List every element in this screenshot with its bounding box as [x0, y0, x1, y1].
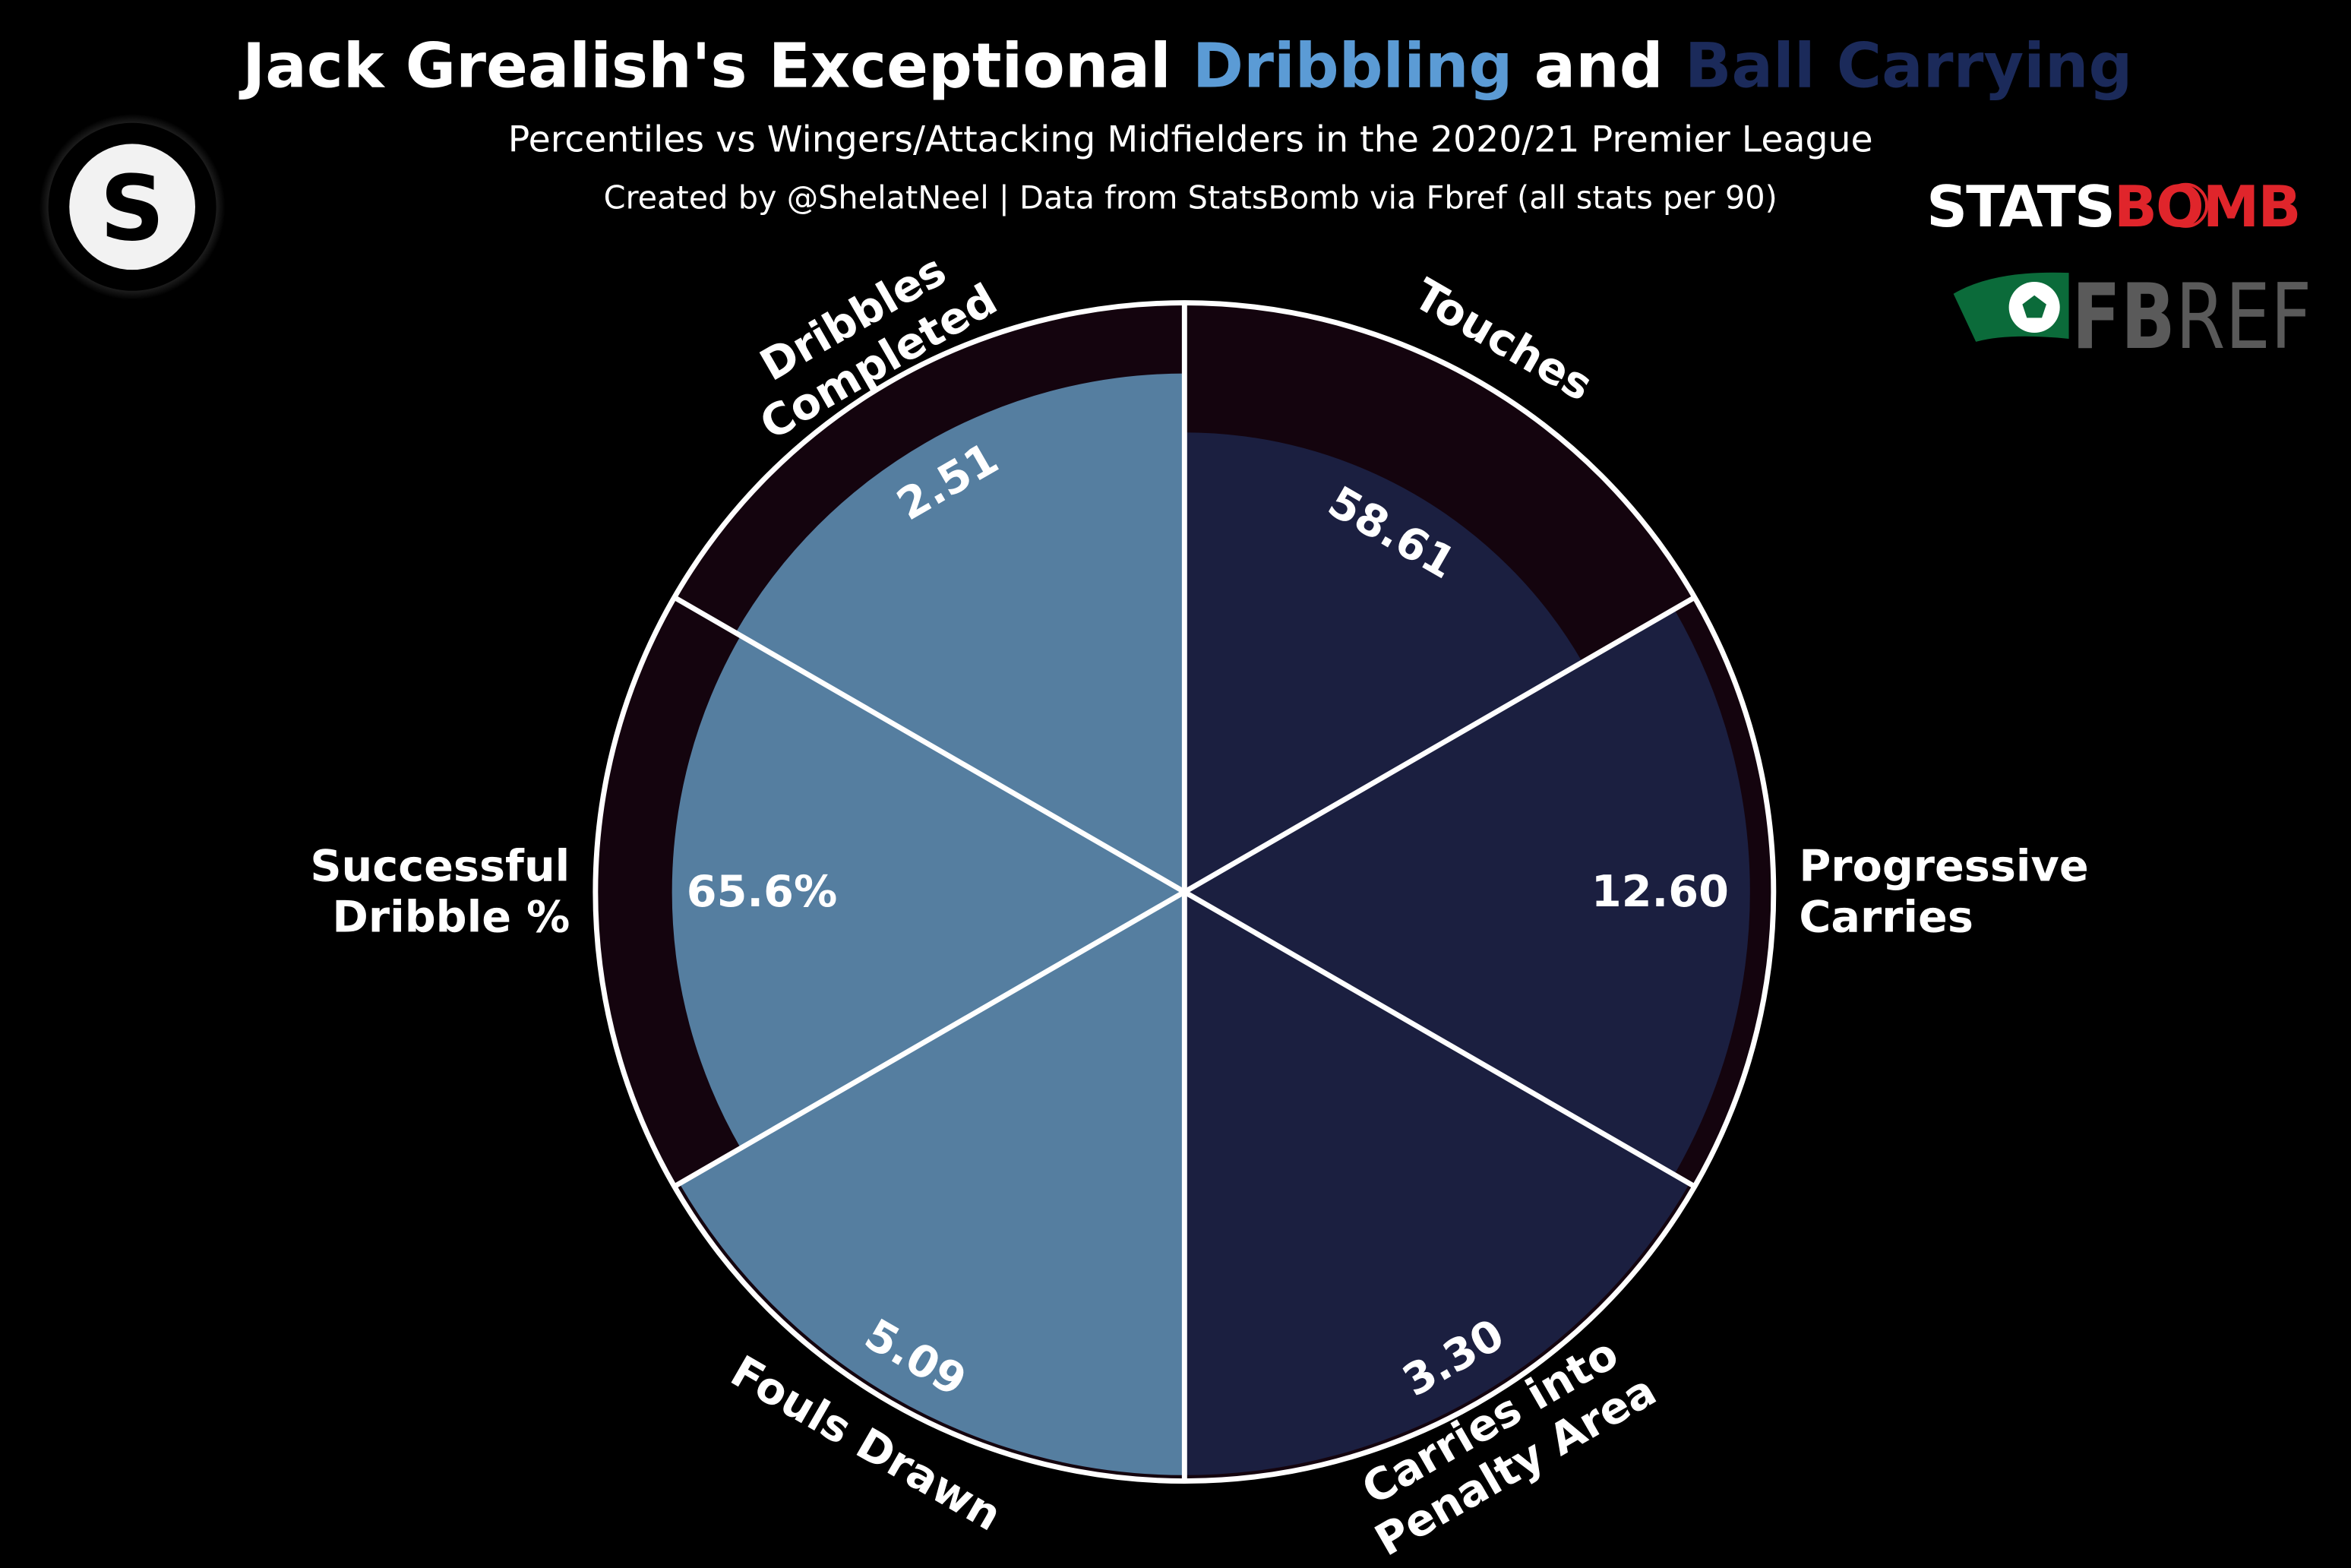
slice-bar	[1184, 892, 1690, 1475]
svg-text:FBREF: FBREF	[2071, 264, 2312, 369]
slice-divider	[673, 890, 1187, 1189]
slice-bar	[735, 373, 1185, 893]
author-logo: S	[39, 113, 226, 300]
svg-text:STATSBOMB: STATSBOMB	[1926, 173, 2300, 240]
title-part-1: Jack Grealish's Exceptional	[239, 30, 1193, 102]
title-ball-carrying: Ball Carrying	[1685, 30, 2133, 102]
slice-divider	[1183, 595, 1696, 895]
statsbomb-target-icon	[2163, 182, 2209, 228]
statsbomb-logo: STATSBOMB	[1926, 173, 2301, 240]
fbref-ref: REF	[2176, 264, 2312, 369]
slice-bar	[679, 892, 1185, 1475]
title-dribbling: Dribbling	[1193, 30, 1513, 102]
chart-title: Jack Grealish's Exceptional Dribbling an…	[239, 30, 2132, 102]
slice-bar	[671, 635, 1185, 1149]
slice-bar	[1184, 609, 1750, 1175]
title-part-3: and	[1512, 30, 1684, 102]
statsbomb-stats: STATS	[1926, 173, 2114, 240]
pizza-slices: 58.61Touches12.60ProgressiveCarries3.30C…	[310, 245, 2088, 1566]
param-label: Dribble %	[332, 893, 570, 943]
value-label: 12.60	[1591, 867, 1729, 917]
author-logo-letter: S	[100, 156, 164, 261]
param-label: Progressive	[1799, 842, 2088, 892]
slice-divider	[673, 595, 1187, 895]
slice-bar	[1184, 432, 1583, 893]
outer-ring	[592, 300, 1777, 1484]
value-label: 65.6%	[687, 867, 838, 917]
chart-credit: Created by @ShelatNeel | Data from Stats…	[604, 179, 1777, 216]
fbref-fb: FB	[2071, 264, 2175, 369]
param-label: Successful	[310, 842, 570, 892]
slice-divider	[1183, 890, 1696, 1189]
chart-subtitle: Percentiles vs Wingers/Attacking Midfiel…	[508, 119, 1873, 160]
param-label: Carries	[1799, 893, 1973, 943]
fbref-logo: FBREF	[1953, 264, 2312, 369]
